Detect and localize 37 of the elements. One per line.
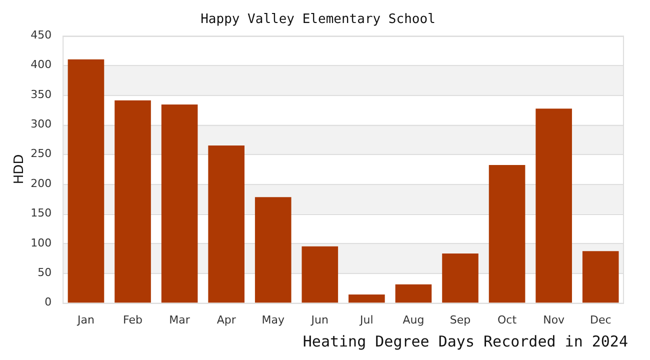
text: Heating Degree Days Recorded in 2024 [302,332,628,350]
x-tick-label: Aug [402,313,424,326]
x-tick-label: Sep [450,313,471,326]
y-tick-label: 100 [30,236,52,250]
x-tick-label: Feb [123,313,143,326]
x-tick-label: Apr [216,313,236,326]
x-tick-label: Jan [76,313,94,326]
bar [208,145,244,303]
y-tick-label: 350 [30,88,52,101]
y-tick-label: 150 [30,206,52,220]
bar [302,246,338,303]
y-tick-label: 450 [30,28,52,42]
y-tick-label: 250 [30,147,52,160]
chart-title: Happy Valley Elementary School [200,12,436,28]
x-tick-label: Nov [543,313,566,326]
bar [488,165,526,303]
x-tick-label: May [262,313,285,326]
y-axis-title: HDD [12,154,28,184]
bar [114,100,151,303]
bar [442,254,478,303]
bar [68,59,104,303]
bar [348,294,385,303]
y-tick-label: 0 [44,296,52,309]
x-tick-label: Jul [359,313,374,326]
bar [582,251,619,303]
y-tick-label: 300 [30,118,52,131]
bar [254,197,292,303]
x-tick-label: Mar [169,313,190,326]
x-tick-label: Jun [310,313,329,326]
bar [536,108,572,303]
bar [161,104,198,303]
y-tick-label: 50 [38,266,52,279]
bar [395,284,432,303]
y-tick-label: 200 [30,176,52,190]
x-tick-label: Dec [590,313,612,326]
y-tick-label: 400 [30,58,52,72]
x-tick-label: Oct [498,313,518,326]
